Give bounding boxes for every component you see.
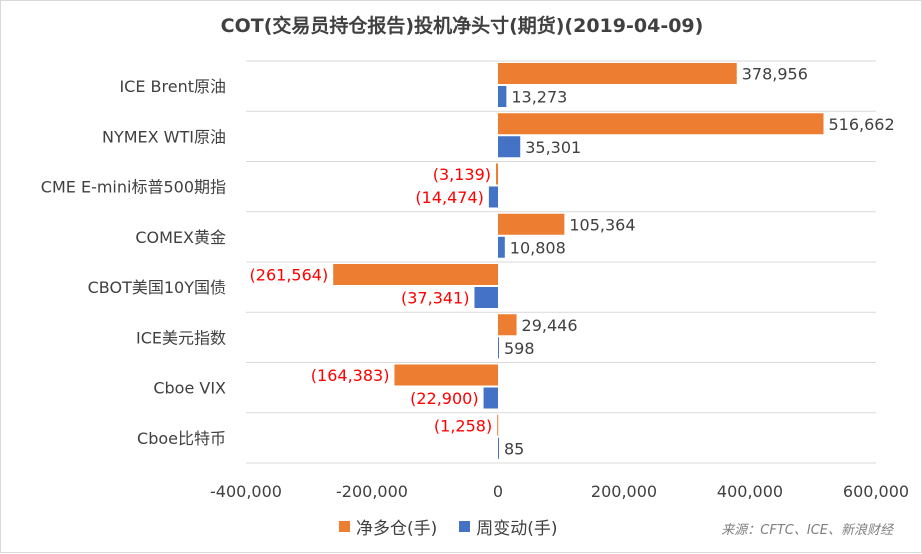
category-label: CBOT美国10Y国债	[88, 278, 226, 297]
bar-weekly-change	[498, 86, 507, 107]
data-label: 10,808	[510, 238, 566, 257]
legend-swatch-net-long	[339, 521, 350, 532]
bar-weekly-change	[498, 136, 521, 158]
category-label: NYMEX WTI原油	[102, 127, 226, 146]
category-label: Cboe比特币	[137, 429, 226, 448]
category-label: ICE Brent原油	[119, 77, 226, 96]
data-label: 35,301	[525, 138, 581, 157]
x-tick-label: 400,000	[717, 482, 783, 501]
data-label: 516,662	[828, 115, 894, 134]
legend-item-weekly-change: 周变动(手)	[459, 514, 558, 539]
category-label: ICE美元指数	[136, 328, 226, 347]
bar-net-long	[498, 63, 737, 84]
data-label: 598	[504, 339, 535, 358]
bar-weekly-change	[483, 387, 498, 409]
chart-title: COT(交易员持仓报告)投机净头寸(期货)(2019-04-09)	[220, 15, 704, 37]
bar-weekly-change	[474, 287, 498, 308]
bar-weekly-change	[488, 186, 498, 208]
data-label: (1,258)	[434, 416, 492, 435]
data-label: 105,364	[569, 215, 635, 234]
bar-net-long	[496, 163, 498, 185]
bar-weekly-change	[498, 437, 499, 459]
bar-net-long	[497, 414, 499, 436]
source-note: 来源：CFTC、ICE、新浪财经	[721, 523, 893, 538]
legend-label-weekly-change: 周变动(手)	[476, 519, 558, 539]
x-tick-label: 200,000	[591, 482, 657, 501]
bar-net-long	[498, 113, 824, 135]
category-label: Cboe VIX	[153, 379, 226, 398]
data-label: (14,474)	[415, 188, 483, 207]
bar-net-long	[498, 213, 565, 235]
legend: 净多仓(手) 周变动(手)	[339, 514, 558, 539]
category-label: COMEX黄金	[135, 228, 226, 247]
data-label: 29,446	[522, 316, 578, 335]
category-label: CME E-mini标普500期指	[41, 178, 226, 197]
x-tick-label: 600,000	[843, 482, 909, 501]
legend-swatch-weekly-change	[459, 521, 471, 532]
legend-label-net-long: 净多仓(手)	[356, 519, 438, 539]
bar-weekly-change	[498, 337, 499, 359]
data-label: (3,139)	[433, 165, 491, 184]
data-label: (22,900)	[410, 389, 478, 408]
bar-net-long	[394, 364, 498, 386]
data-label: 378,956	[742, 65, 808, 84]
x-tick-label: -200,000	[336, 482, 408, 501]
data-label: (37,341)	[401, 289, 469, 308]
data-label: 85	[504, 439, 524, 458]
legend-item-net-long: 净多仓(手)	[339, 514, 437, 539]
x-tick-label: -400,000	[210, 482, 282, 501]
bar-net-long	[498, 314, 517, 336]
bar-weekly-change	[498, 236, 505, 258]
data-label: (164,383)	[311, 366, 390, 385]
data-label: 13,273	[511, 88, 567, 107]
data-label: (261,564)	[250, 266, 329, 285]
x-tick-label: 0	[493, 482, 503, 501]
bar-net-long	[333, 264, 498, 285]
